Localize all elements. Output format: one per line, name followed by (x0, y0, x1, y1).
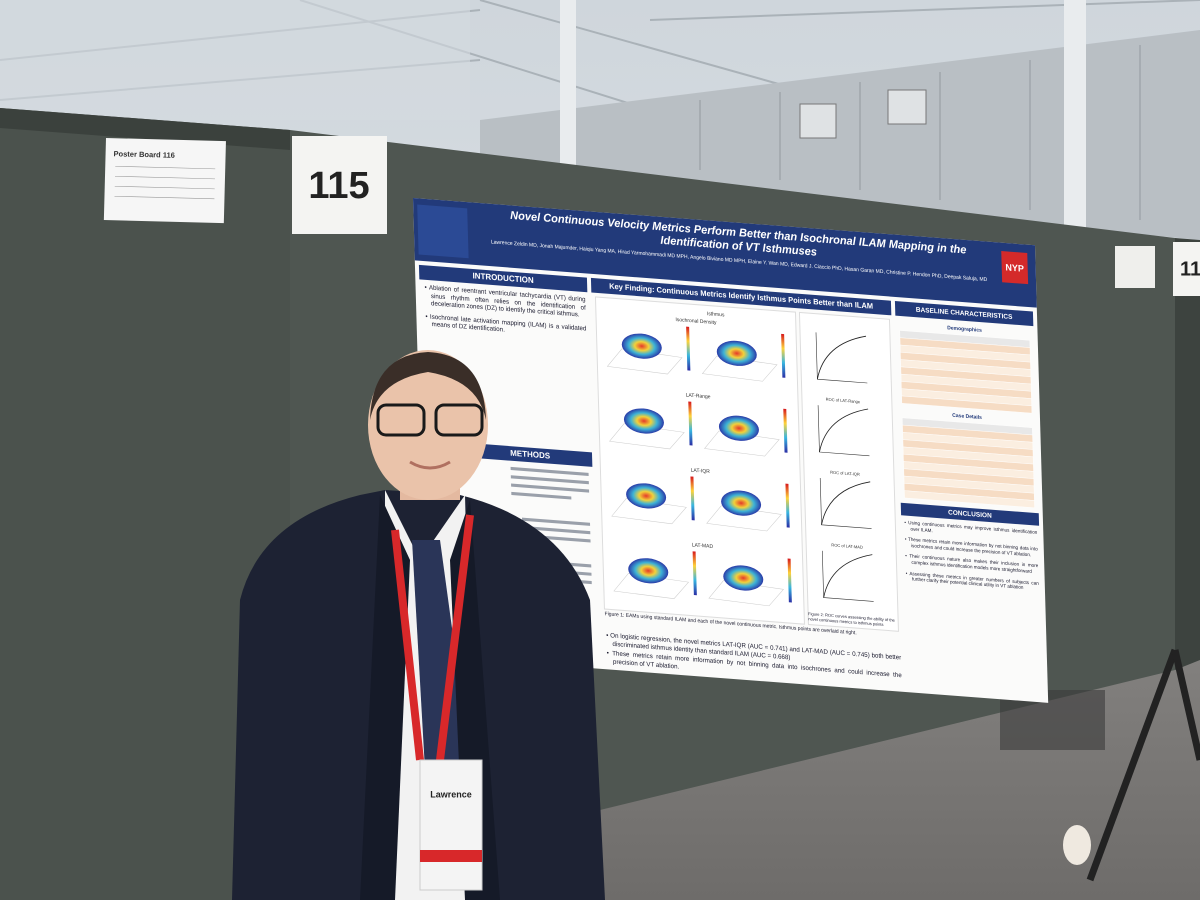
window-wall (0, 0, 470, 120)
heat-map (623, 408, 664, 434)
lanyard (391, 514, 474, 761)
board-number: 114 (1180, 258, 1200, 280)
heat-map (718, 415, 759, 441)
section-header (418, 264, 588, 293)
card-lines (114, 165, 216, 200)
conclusion-heading: CONCLUSION (948, 509, 992, 519)
colorbar (686, 326, 691, 371)
heat-map (628, 558, 669, 584)
figure-1 (594, 296, 805, 625)
figure-2 (798, 311, 899, 632)
heat-map (626, 483, 667, 509)
wall-panels (699, 45, 1141, 220)
axes-box (704, 430, 780, 457)
smile (409, 460, 451, 470)
nyp-logo: NYP (1005, 262, 1024, 274)
glasses (376, 403, 426, 437)
roc-curve (823, 554, 873, 598)
lapel (360, 495, 410, 900)
colorbar (787, 558, 792, 603)
board-left (0, 108, 290, 900)
easel-leg (1171, 649, 1200, 761)
colorbar (690, 476, 695, 521)
cup (1063, 825, 1091, 865)
panel-label: Isochronal Density (675, 317, 717, 326)
board-card-title: Poster Board 116 (113, 149, 174, 160)
badge (419, 759, 483, 891)
poster: NYP Novel Continuous Velocity Metrics Pe… (413, 198, 1048, 703)
table-row (901, 395, 1033, 414)
colorbar (781, 333, 786, 378)
hair (370, 352, 486, 420)
heat-map (716, 340, 757, 366)
panel-label: LAT-IQR (691, 468, 711, 476)
person: Lawrence (232, 350, 605, 900)
easel-leg (1086, 648, 1179, 882)
glasses (434, 403, 484, 437)
axes-box (611, 498, 687, 525)
heat-map (721, 490, 762, 516)
roc-label: ROC of LAT-IQR (830, 470, 860, 477)
board-number-card (292, 136, 387, 234)
board-card (1115, 246, 1155, 288)
methods-heading: METHODS (510, 448, 551, 460)
crown-logo (417, 204, 469, 259)
roc-curve (816, 335, 867, 380)
badge-name: Lawrence (430, 789, 472, 799)
colorbar (785, 483, 790, 528)
badge-stripe (420, 850, 482, 862)
methods-text (510, 466, 592, 585)
colorbar (783, 408, 788, 453)
panel-label: LAT-MAD (692, 542, 714, 550)
colorbar (688, 401, 693, 446)
board-number: 115 (308, 165, 369, 207)
legend: Isthmus (707, 311, 725, 318)
column (560, 0, 576, 170)
nyp-logo-box (1001, 251, 1029, 285)
axes-box (609, 423, 685, 450)
board-edge (0, 108, 290, 150)
table-row (904, 490, 1035, 509)
section-header (894, 301, 1034, 327)
axes-box (606, 348, 683, 375)
axes-box (708, 580, 785, 607)
roc-curve (821, 481, 871, 525)
heat-map (621, 333, 662, 359)
face (368, 350, 488, 500)
demographics-label: Demographics (947, 325, 982, 334)
case-details-label: Case Details (952, 413, 982, 421)
board-right (1175, 238, 1200, 670)
colorbar (692, 551, 697, 596)
axes-box (613, 573, 690, 599)
tie (412, 540, 470, 770)
heat-map (723, 565, 764, 591)
vent (887, 89, 927, 125)
axes-box (701, 355, 778, 382)
poster-header (413, 198, 1037, 308)
roc-label: ROC of LAT-MAD (831, 542, 863, 549)
board-number-card (1173, 242, 1200, 296)
vent (799, 103, 837, 139)
board-card (103, 138, 226, 224)
section-header (590, 277, 892, 316)
column (1064, 0, 1086, 230)
roc-label: ROC of LAT-Range (826, 397, 861, 405)
axes-box (706, 505, 782, 532)
panel-label: LAT-Range (686, 392, 711, 400)
roc-curve (819, 408, 869, 453)
section-header (900, 502, 1040, 526)
